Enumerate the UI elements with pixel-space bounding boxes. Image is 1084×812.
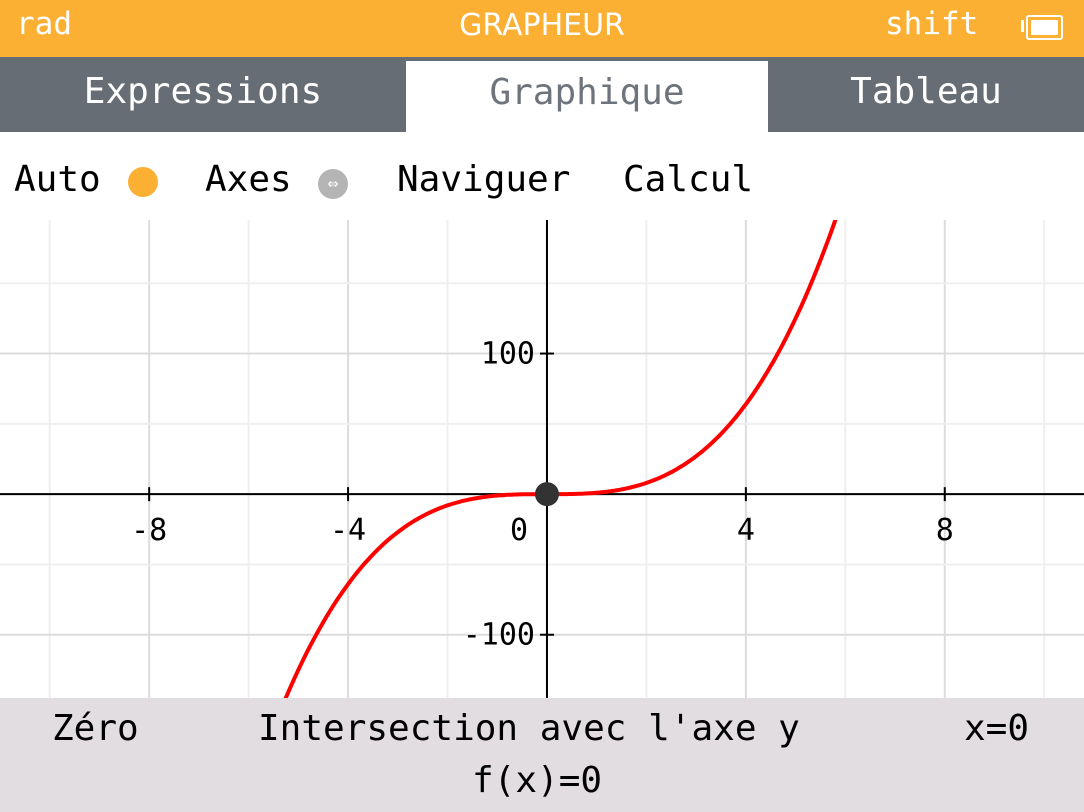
x-tick-label: -4 xyxy=(330,513,366,548)
tab-tableau[interactable]: Tableau xyxy=(850,71,1002,112)
calculation-name-label: Intersection avec l'axe y xyxy=(258,708,800,749)
function-curve xyxy=(261,166,855,755)
graph-area[interactable]: -8 -4 0 4 8 100 -100 xyxy=(0,166,1084,755)
y-value-label: f(x)=0 xyxy=(472,760,603,801)
auto-status-dot-icon xyxy=(128,167,158,197)
app-title: GRAPHEUR xyxy=(459,8,625,43)
x-value-label: x=0 xyxy=(964,708,1030,749)
graph-toolbar: Auto Axes Naviguer Calcul xyxy=(0,132,1084,220)
x-tick-label: 0 xyxy=(510,513,528,548)
calc-button[interactable]: Calcul xyxy=(623,159,754,200)
function-name-label: Zéro xyxy=(52,708,139,749)
shift-indicator: shift xyxy=(885,6,979,42)
status-bar: rad GRAPHEUR shift xyxy=(0,0,1084,57)
x-tick-label: 8 xyxy=(936,513,954,548)
cursor-point xyxy=(534,482,559,507)
battery-icon xyxy=(1021,15,1066,40)
tab-expressions[interactable]: Expressions xyxy=(83,71,323,112)
x-tick-label: -8 xyxy=(131,513,167,548)
auto-button[interactable]: Auto xyxy=(14,159,101,200)
tab-graphique[interactable]: Graphique xyxy=(406,61,768,132)
y-tick-label: 100 xyxy=(481,337,535,372)
axes-settings-icon: ⇔ xyxy=(318,169,348,199)
x-tick-label: 4 xyxy=(737,513,755,548)
calculation-banner: Zéro Intersection avec l'axe y x=0 f(x)=… xyxy=(0,698,1084,812)
tab-bar: Expressions Graphique Tableau xyxy=(0,57,1084,132)
axes-button[interactable]: Axes xyxy=(205,159,292,200)
y-tick-label: -100 xyxy=(463,618,535,653)
navigate-button[interactable]: Naviguer xyxy=(397,159,571,200)
angle-mode-indicator: rad xyxy=(16,6,72,42)
